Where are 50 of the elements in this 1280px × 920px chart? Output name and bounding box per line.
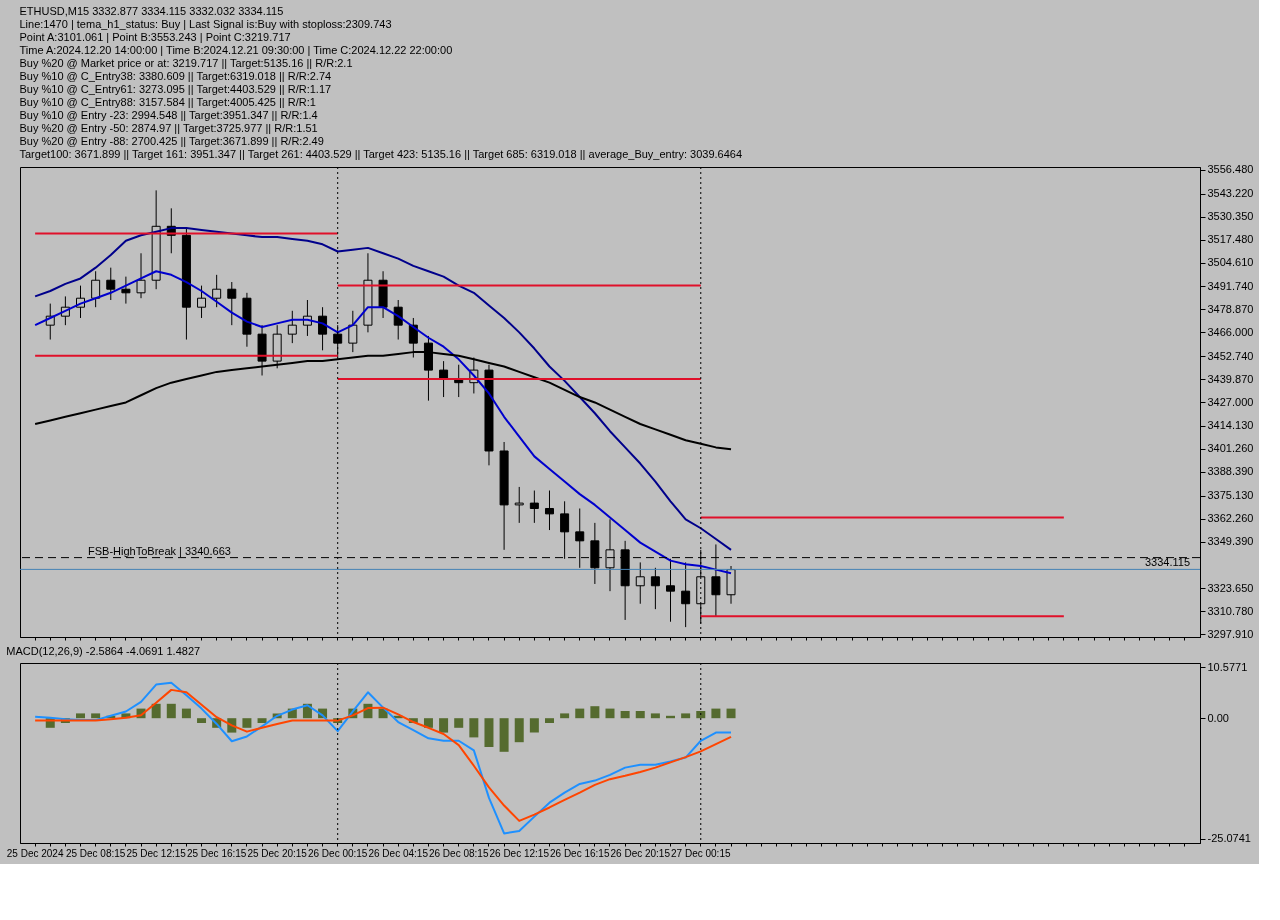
y-tick-label: 3310.780	[1207, 604, 1254, 617]
chart-title: ETHUSD,M15 3332.877 3334.115 3332.032 3334.115	[19, 4, 284, 17]
y-tick-label: 3388.390	[1207, 465, 1254, 478]
y-tick-label: 3517.480	[1207, 233, 1254, 246]
text: Target100: 3671.899 || Target 161: 3951.347 || Target 261: 4403.529 || Target 423: 5135.16 || Target 685: 6319.018 || average_Buy_entry: 3039.6464	[19, 147, 743, 160]
text: Buy %20 @ Entry -50: 2874.97 || Target:3725.977 || R/R:1.51	[19, 121, 318, 134]
text: Time A:2024.12.20 14:00:00 | Time B:2024.12.21 09:30:00 | Time C:2024.12.22 22:00:00	[19, 43, 453, 56]
x-tick-label: 26 Dec 20:15	[610, 847, 671, 859]
x-tick-label: 25 Dec 16:15	[186, 847, 247, 859]
y-tick-label: 3323.650	[1207, 581, 1254, 594]
y-tick-label: 3452.740	[1207, 349, 1254, 362]
text: Buy %10 @ C_Entry38: 3380.609 || Target:6319.018 || R/R:2.74	[19, 69, 332, 82]
y-tick-label: 3466.000	[1207, 325, 1254, 338]
text: Buy %10 @ C_Entry88: 3157.584 || Target:4005.425 || R/R:1	[19, 95, 316, 108]
text: Line:1470 | tema_h1_status: Buy | Last Signal is:Buy with stoploss:2309.743	[19, 17, 392, 30]
x-tick-label: 25 Dec 2024	[6, 847, 64, 859]
y-tick-label: 3543.220	[1207, 187, 1254, 200]
y-tick-label: -25.0741	[1207, 832, 1251, 845]
y-tick-label: 3297.910	[1207, 627, 1254, 640]
x-tick-label: 25 Dec 20:15	[247, 847, 308, 859]
x-tick-label: 26 Dec 12:15	[489, 847, 550, 859]
x-tick-label: 25 Dec 12:15	[126, 847, 187, 859]
y-tick-label: 3427.000	[1207, 395, 1254, 408]
x-tick-label: 26 Dec 04:15	[368, 847, 429, 859]
ref-line-label: FSB-HighToBreak | 3340.663	[88, 544, 231, 557]
y-tick-label: 3401.260	[1207, 442, 1254, 455]
y-tick-label: 0.00	[1207, 711, 1229, 724]
text: Buy %10 @ Entry -23: 2994.548 || Target:3951.347 || R/R:1.4	[19, 108, 318, 121]
text: Point A:3101.061 | Point B:3553.243 | Point C:3219.717	[19, 30, 291, 43]
text: Buy %20 @ Entry -88: 2700.425 || Target:3671.899 || R/R:2.49	[19, 134, 324, 147]
chart-title: MACD(12,26,9) -2.5864 -4.0691 1.4827	[6, 645, 201, 658]
y-tick-label: 3530.350	[1207, 210, 1254, 223]
y-tick-label: 3439.870	[1207, 372, 1254, 385]
y-tick-label: 3375.130	[1207, 489, 1254, 502]
x-tick-label: 26 Dec 08:15	[428, 847, 489, 859]
y-tick-label: 3556.480	[1207, 163, 1254, 176]
y-tick-label: 10.5771	[1207, 660, 1248, 673]
y-tick-label: 3414.130	[1207, 419, 1254, 432]
x-tick-label: 26 Dec 00:15	[307, 847, 368, 859]
x-tick-label: 27 Dec 00:15	[671, 847, 731, 859]
x-tick-label: 26 Dec 16:15	[549, 847, 610, 859]
y-tick-label: 3349.390	[1207, 535, 1254, 548]
text: Buy %10 @ C_Entry61: 3273.095 || Target:4403.529 || R/R:1.17	[19, 82, 332, 95]
y-tick-label: 3491.740	[1207, 279, 1254, 292]
y-tick-label: 3478.870	[1207, 302, 1254, 315]
ref-line-label: 3334.115	[1145, 556, 1191, 569]
text: Buy %20 @ Market price or at: 3219.717 || Target:5135.16 || R/R:2.1	[19, 56, 353, 69]
x-tick-label: 25 Dec 08:15	[65, 847, 126, 859]
y-tick-label: 3504.610	[1207, 256, 1254, 269]
y-tick-label: 3362.260	[1207, 512, 1254, 525]
